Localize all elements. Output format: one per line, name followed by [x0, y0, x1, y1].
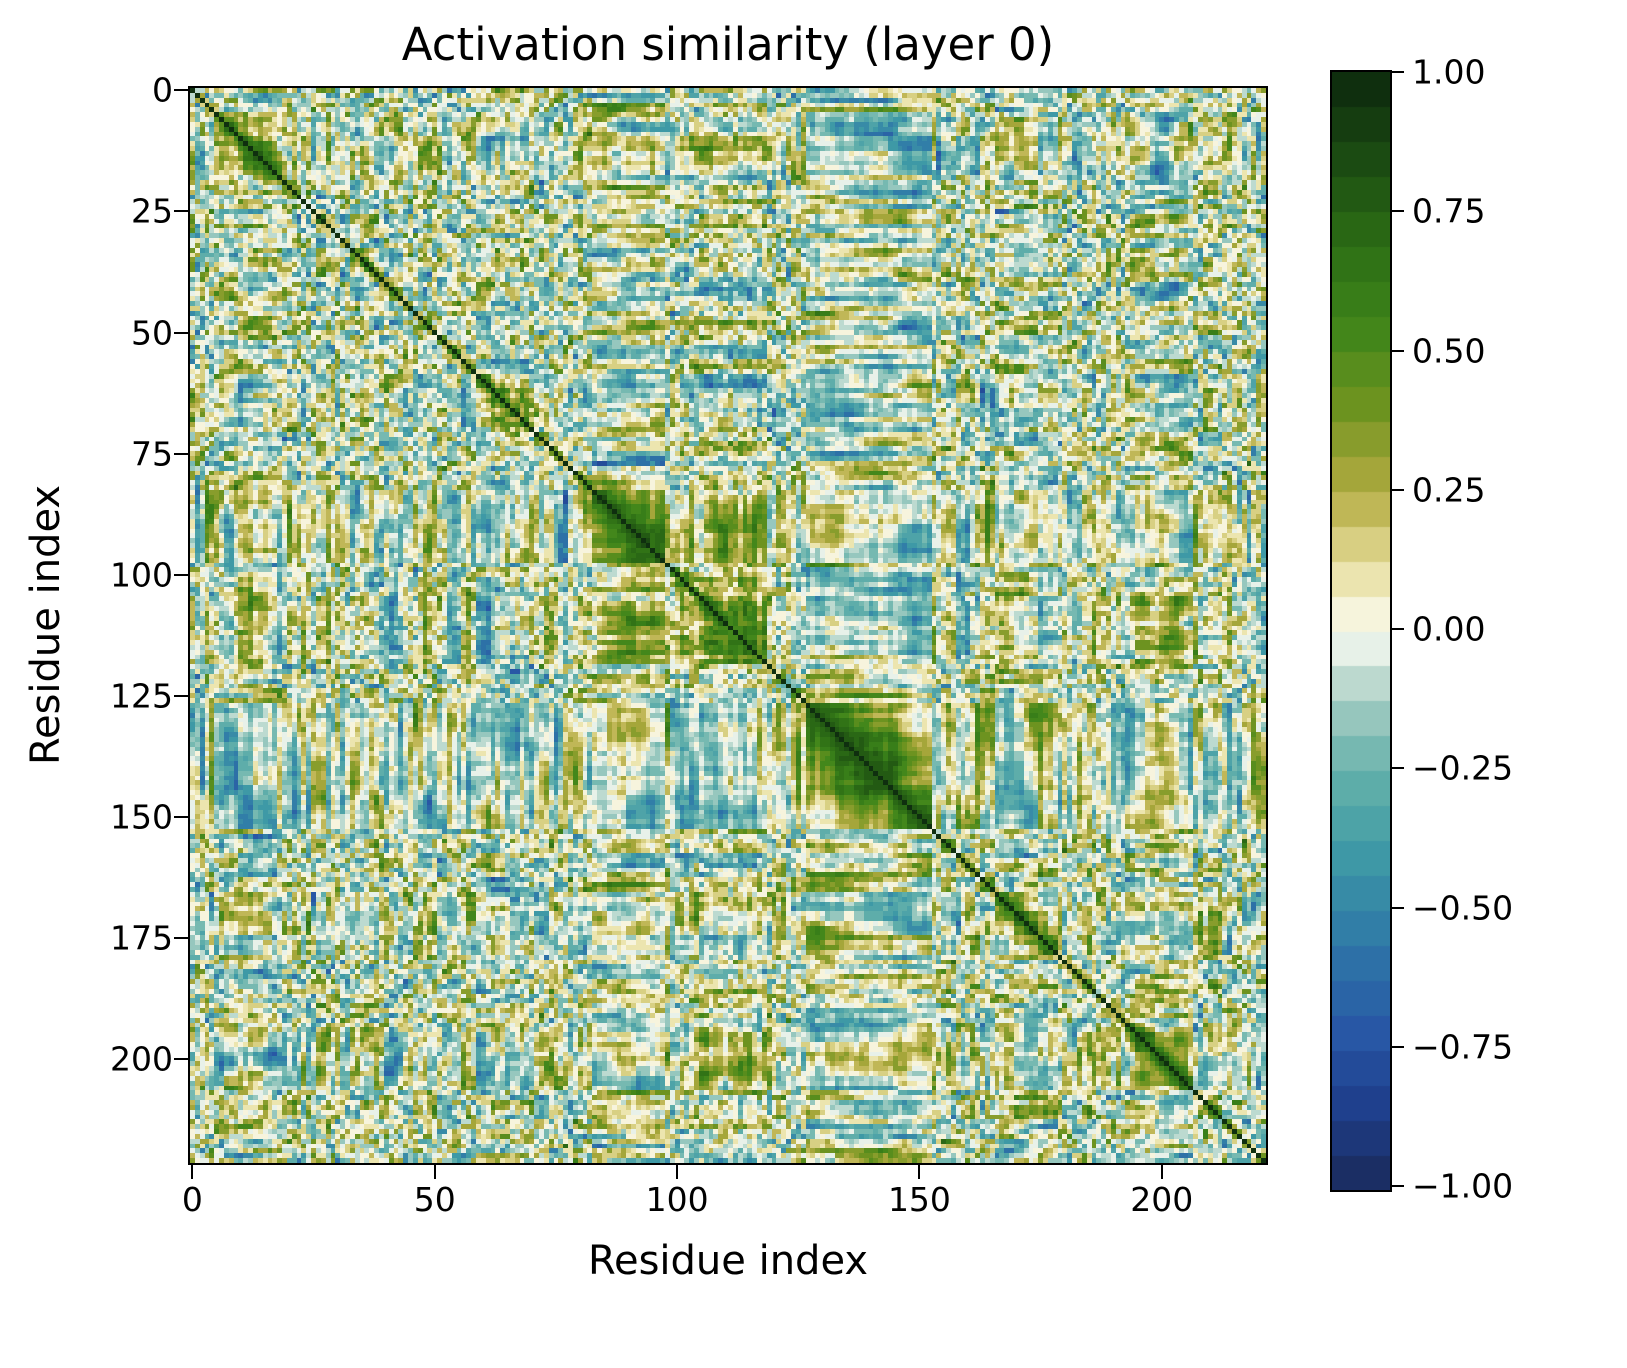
- x-tick-label: 200: [1130, 1180, 1194, 1219]
- x-tick-mark: [191, 1165, 194, 1179]
- colorbar-tick-label: 0.50: [1412, 331, 1486, 370]
- colorbar-tick-mark: [1392, 349, 1404, 352]
- colorbar-tick-mark: [1392, 1045, 1404, 1048]
- colorbar-tick-mark: [1392, 906, 1404, 909]
- colorbar-tick-label: −1.00: [1412, 1166, 1514, 1206]
- y-tick-label: 125: [110, 676, 173, 716]
- y-tick-mark: [174, 331, 188, 334]
- x-tick-label: 50: [413, 1180, 456, 1219]
- x-tick-mark: [676, 1165, 679, 1179]
- colorbar-canvas: [1332, 72, 1390, 1190]
- x-tick-mark: [433, 1165, 436, 1179]
- y-tick-mark: [174, 452, 188, 455]
- y-tick-label: 175: [110, 918, 173, 958]
- y-axis-label: Residue index: [23, 484, 69, 766]
- y-tick-label: 200: [110, 1039, 173, 1079]
- x-tick-label: 100: [645, 1180, 709, 1219]
- y-tick-mark: [174, 210, 188, 213]
- colorbar-tick-mark: [1392, 488, 1404, 491]
- x-tick-label: 150: [887, 1180, 951, 1219]
- heatmap-plot-area: [188, 86, 1268, 1165]
- x-tick-mark: [918, 1165, 921, 1179]
- y-tick-label: 0: [152, 70, 173, 110]
- y-tick-label: 100: [110, 555, 173, 595]
- colorbar-tick-label: −0.50: [1412, 888, 1514, 927]
- colorbar-tick-label: 0.25: [1412, 470, 1486, 510]
- colorbar-tick-label: 0.75: [1412, 191, 1486, 231]
- colorbar-tick-mark: [1392, 210, 1404, 213]
- colorbar-tick-label: 0.00: [1412, 609, 1486, 649]
- y-tick-mark: [174, 815, 188, 818]
- chart-title: Activation similarity (layer 0): [401, 18, 1055, 71]
- y-tick-mark: [174, 89, 188, 92]
- colorbar-tick-label: 1.00: [1412, 52, 1486, 92]
- x-tick-mark: [1160, 1165, 1163, 1179]
- x-axis-label: Residue index: [587, 1238, 869, 1284]
- x-tick-label: 0: [181, 1180, 203, 1219]
- y-tick-label: 25: [131, 191, 173, 231]
- y-tick-mark: [174, 573, 188, 576]
- colorbar-tick-mark: [1392, 71, 1404, 73]
- colorbar-tick-mark: [1392, 1185, 1404, 1187]
- y-tick-label: 50: [131, 313, 173, 353]
- colorbar: [1330, 70, 1392, 1192]
- y-tick-mark: [174, 936, 188, 939]
- heatmap-canvas: [190, 88, 1266, 1163]
- y-tick-label: 150: [110, 797, 173, 837]
- colorbar-tick-mark: [1392, 767, 1404, 770]
- colorbar-tick-label: −0.25: [1412, 748, 1514, 788]
- y-tick-mark: [174, 1057, 188, 1060]
- colorbar-tick-label: −0.75: [1412, 1027, 1514, 1067]
- y-tick-mark: [174, 694, 188, 697]
- y-tick-label: 75: [131, 434, 173, 474]
- colorbar-tick-mark: [1392, 628, 1404, 630]
